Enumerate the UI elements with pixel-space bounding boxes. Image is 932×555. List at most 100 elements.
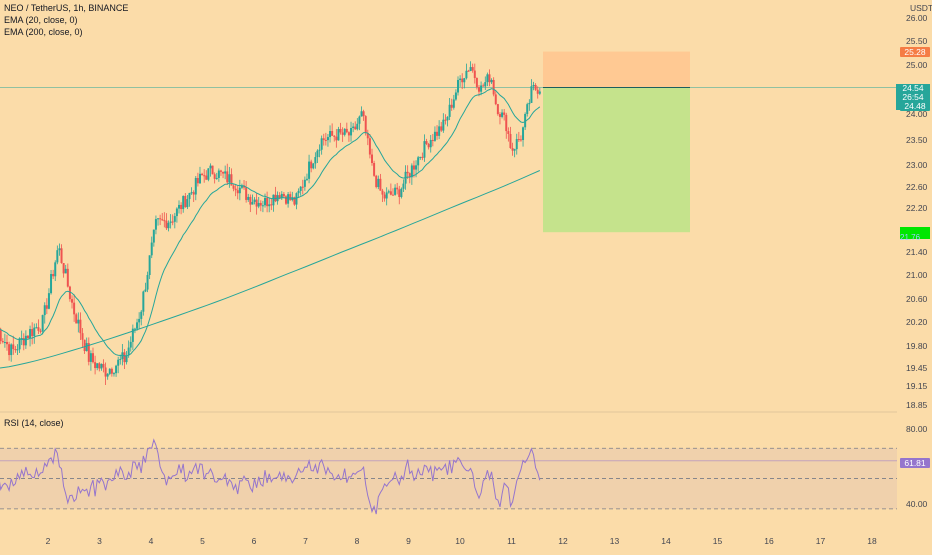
candle-body bbox=[247, 196, 250, 200]
candle-body bbox=[385, 192, 388, 199]
candle-body bbox=[251, 201, 254, 205]
stop-zone bbox=[543, 87, 690, 233]
candle-body bbox=[326, 137, 329, 141]
candle-body bbox=[62, 263, 65, 274]
candle-body bbox=[12, 344, 15, 350]
candle-body bbox=[178, 204, 181, 209]
candle-body bbox=[240, 185, 243, 188]
time-tick: 11 bbox=[507, 536, 516, 546]
candle-body bbox=[528, 102, 531, 105]
candle-body bbox=[213, 174, 216, 179]
candle-body bbox=[402, 183, 405, 189]
candle-body bbox=[152, 229, 155, 243]
candle-body bbox=[201, 173, 204, 176]
candle-body bbox=[450, 104, 453, 108]
candle-body bbox=[188, 192, 191, 200]
candle-body bbox=[272, 194, 275, 206]
candle-body bbox=[226, 171, 229, 183]
candle-body bbox=[219, 170, 222, 172]
candle-body bbox=[119, 359, 122, 361]
target-zone bbox=[543, 51, 690, 88]
ema200-line bbox=[0, 170, 540, 369]
candle-body bbox=[289, 194, 292, 201]
candle-body bbox=[171, 221, 174, 223]
candle-body bbox=[83, 339, 86, 352]
candle-body bbox=[94, 362, 97, 369]
candle-body bbox=[368, 138, 371, 155]
candle-body bbox=[415, 165, 418, 170]
candle-body bbox=[444, 119, 447, 121]
candle-body bbox=[224, 171, 227, 174]
candle-body bbox=[475, 78, 478, 88]
candle-body bbox=[108, 368, 111, 374]
candle-body bbox=[318, 149, 321, 151]
candle-body bbox=[243, 185, 246, 188]
candle-body bbox=[207, 168, 210, 180]
candle-body bbox=[417, 157, 420, 166]
candle-body bbox=[452, 99, 455, 108]
candle-body bbox=[398, 189, 401, 198]
candle-body bbox=[436, 131, 439, 136]
candle-body bbox=[305, 178, 308, 180]
candle-body bbox=[209, 165, 212, 169]
candle-body bbox=[198, 173, 201, 184]
candle-body bbox=[331, 131, 334, 136]
candle-body bbox=[293, 197, 296, 205]
candle-body bbox=[362, 111, 365, 117]
candle-body bbox=[205, 175, 208, 180]
candle-body bbox=[469, 67, 472, 71]
candle-body bbox=[20, 338, 23, 340]
price-tick: 22.60 bbox=[906, 182, 928, 192]
candle-body bbox=[33, 327, 36, 337]
candle-body bbox=[303, 179, 306, 187]
candle-body bbox=[58, 248, 61, 251]
candle-body bbox=[104, 367, 107, 377]
candle-body bbox=[64, 268, 67, 274]
candle-body bbox=[503, 112, 506, 115]
candle-body bbox=[89, 353, 92, 362]
candle-body bbox=[173, 216, 176, 222]
price-tick: 20.20 bbox=[906, 317, 928, 327]
currency-label: USDT bbox=[910, 3, 932, 13]
candle-body bbox=[431, 139, 434, 141]
candle-body bbox=[532, 84, 535, 87]
candle-body bbox=[136, 322, 139, 329]
candle-body bbox=[245, 187, 248, 200]
candle-body bbox=[308, 161, 311, 179]
candle-body bbox=[360, 111, 363, 117]
rsi-line bbox=[0, 438, 541, 515]
candle-body bbox=[26, 335, 29, 339]
candle-body bbox=[22, 338, 25, 346]
candle-body bbox=[519, 139, 522, 141]
price-tick: 19.15 bbox=[906, 381, 928, 391]
candle-body bbox=[73, 302, 76, 315]
candle-body bbox=[106, 373, 109, 377]
candle-body bbox=[270, 204, 273, 206]
candle-body bbox=[110, 368, 113, 374]
candle-body bbox=[343, 128, 346, 135]
price-tick: 25.00 bbox=[906, 60, 928, 70]
candle-body bbox=[14, 349, 17, 351]
candle-body bbox=[480, 85, 483, 92]
candle-body bbox=[280, 193, 283, 199]
candle-body bbox=[295, 193, 298, 205]
candle-body bbox=[354, 126, 357, 130]
candle-body bbox=[54, 262, 57, 277]
candle-body bbox=[232, 185, 235, 189]
candle-body bbox=[467, 70, 470, 72]
time-tick: 10 bbox=[455, 536, 465, 546]
candle-body bbox=[45, 305, 48, 309]
candle-body bbox=[433, 131, 436, 141]
candle-body bbox=[316, 150, 319, 158]
price-tick: 21.00 bbox=[906, 270, 928, 280]
candle-body bbox=[261, 205, 264, 207]
candle-body bbox=[131, 328, 134, 342]
candle-body bbox=[381, 190, 384, 195]
candle-body bbox=[127, 347, 130, 356]
candle-body bbox=[230, 174, 233, 186]
candle-body bbox=[505, 114, 508, 132]
candle-body bbox=[253, 199, 256, 202]
candle-body bbox=[100, 363, 103, 369]
